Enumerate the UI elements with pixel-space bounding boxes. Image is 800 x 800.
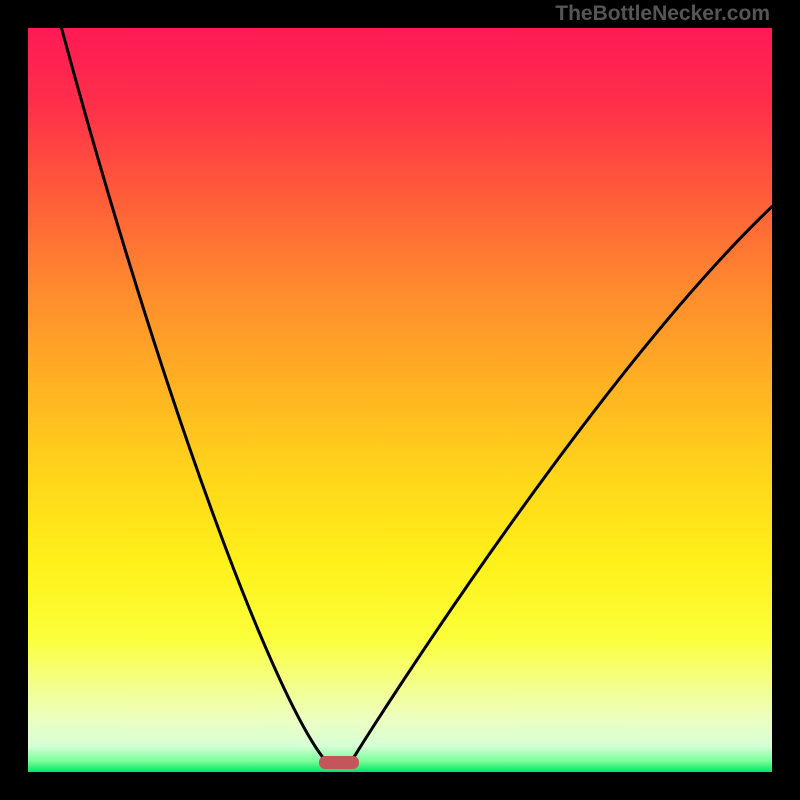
bottleneck-curve xyxy=(28,28,772,772)
plot-area xyxy=(28,28,772,772)
chart-frame: TheBottleNecker.com xyxy=(0,0,800,800)
optimal-marker xyxy=(319,756,360,769)
watermark-text: TheBottleNecker.com xyxy=(555,2,770,26)
